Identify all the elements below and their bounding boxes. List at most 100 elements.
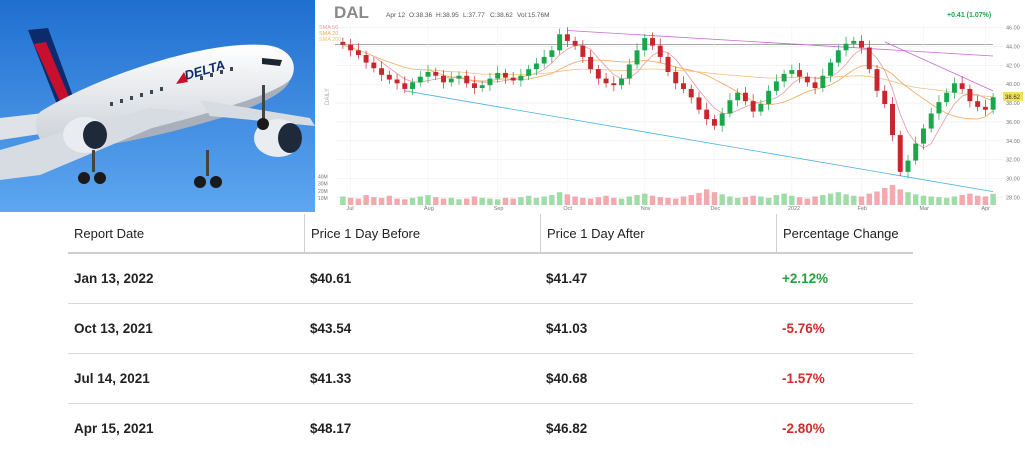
volume-bar [487, 198, 493, 205]
y-tick-label: 46.00 [1006, 26, 1020, 32]
volume-bar [974, 195, 981, 205]
candle-body [928, 113, 934, 129]
candle-body [719, 113, 725, 126]
price-after: $41.47 [546, 271, 588, 286]
candle-body [835, 50, 841, 63]
candle-body [936, 102, 942, 114]
volume-bar [394, 198, 400, 205]
header-high: H:38.95 [436, 12, 459, 19]
stock-chart: 46.00 44.00 42.00 40.00 38.00 36.00 34.00 32.00… [315, 0, 1025, 212]
volume-bar [502, 197, 509, 205]
candle-body [371, 62, 377, 69]
volume-bar [665, 197, 671, 205]
candle-body [766, 90, 772, 105]
candle-body [696, 97, 702, 110]
volume-tick-label: 40M [318, 175, 328, 181]
candle-body [526, 69, 532, 76]
volume-bar [765, 197, 772, 205]
percentage-change: +2.12% [782, 271, 829, 286]
upper-trendline [567, 30, 994, 57]
volume-bar [634, 195, 640, 205]
volume-bar [525, 195, 532, 205]
volume-tick-label: 30M [318, 182, 328, 188]
price-after: $40.68 [546, 371, 588, 386]
ticker-symbol: DAL [334, 3, 369, 22]
candle-body [711, 119, 717, 126]
volume-bar [789, 195, 795, 205]
candle-body [425, 71, 431, 77]
volume-bar [804, 198, 811, 205]
volume-bar [611, 197, 617, 205]
last-price-marker [1003, 92, 1023, 101]
volume-bar [796, 197, 803, 205]
candle-body [890, 104, 895, 136]
volume-bar [990, 193, 996, 205]
volume-bar [982, 196, 989, 205]
x-tick-label: Dec [710, 206, 720, 212]
report-date: Jan 13, 2022 [74, 271, 154, 286]
volume-bar [673, 198, 679, 205]
candle-body [750, 101, 756, 112]
volume-bar [464, 198, 470, 205]
volume-bar [363, 195, 369, 205]
daily-label: DAILY [325, 88, 331, 105]
candle-body [410, 82, 416, 89]
header-price-after: Price 1 Day After [540, 214, 776, 252]
legend-sma200: SMA 200 [319, 37, 341, 43]
candle-body [944, 92, 950, 103]
candle-body [758, 104, 764, 112]
x-tick-label: Mar [919, 206, 929, 212]
last-price-label: 38.62 [1005, 95, 1021, 101]
report-date: Apr 15, 2021 [74, 421, 154, 436]
volume-bar [688, 195, 694, 205]
x-axis-ticks: Jul Aug Sep Oct Nov Dec 2022 Feb Mar Apr [347, 206, 991, 212]
candle-body [982, 106, 988, 110]
candle-body [433, 71, 439, 76]
x-tick-label: Jul [347, 206, 354, 212]
y-axis-ticks: 46.00 44.00 42.00 40.00 38.00 36.00 34.00 32.00… [1006, 26, 1020, 202]
volume-bar [874, 191, 880, 205]
candle-body [650, 38, 655, 46]
header-date: Apr 12 [386, 12, 406, 19]
candle-body [789, 70, 795, 74]
x-tick-label: 2022 [788, 206, 800, 212]
header-low: L:37.77 [463, 12, 485, 19]
volume-bars [340, 185, 996, 205]
volume-bar [378, 197, 385, 205]
volume-bar [812, 196, 818, 205]
table-row: Jul 14, 2021 $41.33 $40.68 -1.57% [68, 354, 913, 404]
candle-body [557, 34, 563, 51]
candle-body [688, 88, 694, 98]
volume-bar [595, 197, 602, 205]
candle-body [533, 63, 539, 70]
candle-body [975, 101, 981, 107]
candlestick-chart: 46.00 44.00 42.00 40.00 38.00 36.00 34.00 32.00… [315, 0, 1025, 212]
candle-body [657, 45, 663, 57]
volume-bar [494, 199, 501, 205]
price-before: $43.54 [310, 321, 352, 336]
volume-bar [417, 196, 423, 205]
volume-bar [843, 194, 849, 205]
volume-bar [572, 196, 578, 205]
report-date: Jul 14, 2021 [74, 371, 150, 386]
legend-sma20: SMA 20 [319, 31, 338, 37]
candle-body [386, 74, 392, 80]
volume-bar [657, 197, 663, 205]
report-date: Oct 13, 2021 [74, 321, 153, 336]
volume-bar [936, 197, 942, 205]
volume-bar [402, 199, 408, 205]
candles [340, 27, 996, 178]
y-tick-label: 36.00 [1006, 120, 1020, 126]
volume-bar [727, 196, 733, 205]
candle-body [588, 56, 594, 70]
table-header-row: Report Date Price 1 Day Before Price 1 D… [68, 214, 913, 254]
price-before: $41.33 [310, 371, 352, 386]
candle-body [394, 79, 400, 84]
candle-body [348, 44, 354, 51]
y-tick-label: 44.00 [1006, 45, 1020, 51]
volume-bar [626, 196, 633, 205]
volume-bar [510, 198, 516, 205]
candle-body [502, 72, 508, 78]
candle-body [773, 81, 779, 91]
table-row: Apr 15, 2021 $48.17 $46.82 -2.80% [68, 404, 913, 453]
